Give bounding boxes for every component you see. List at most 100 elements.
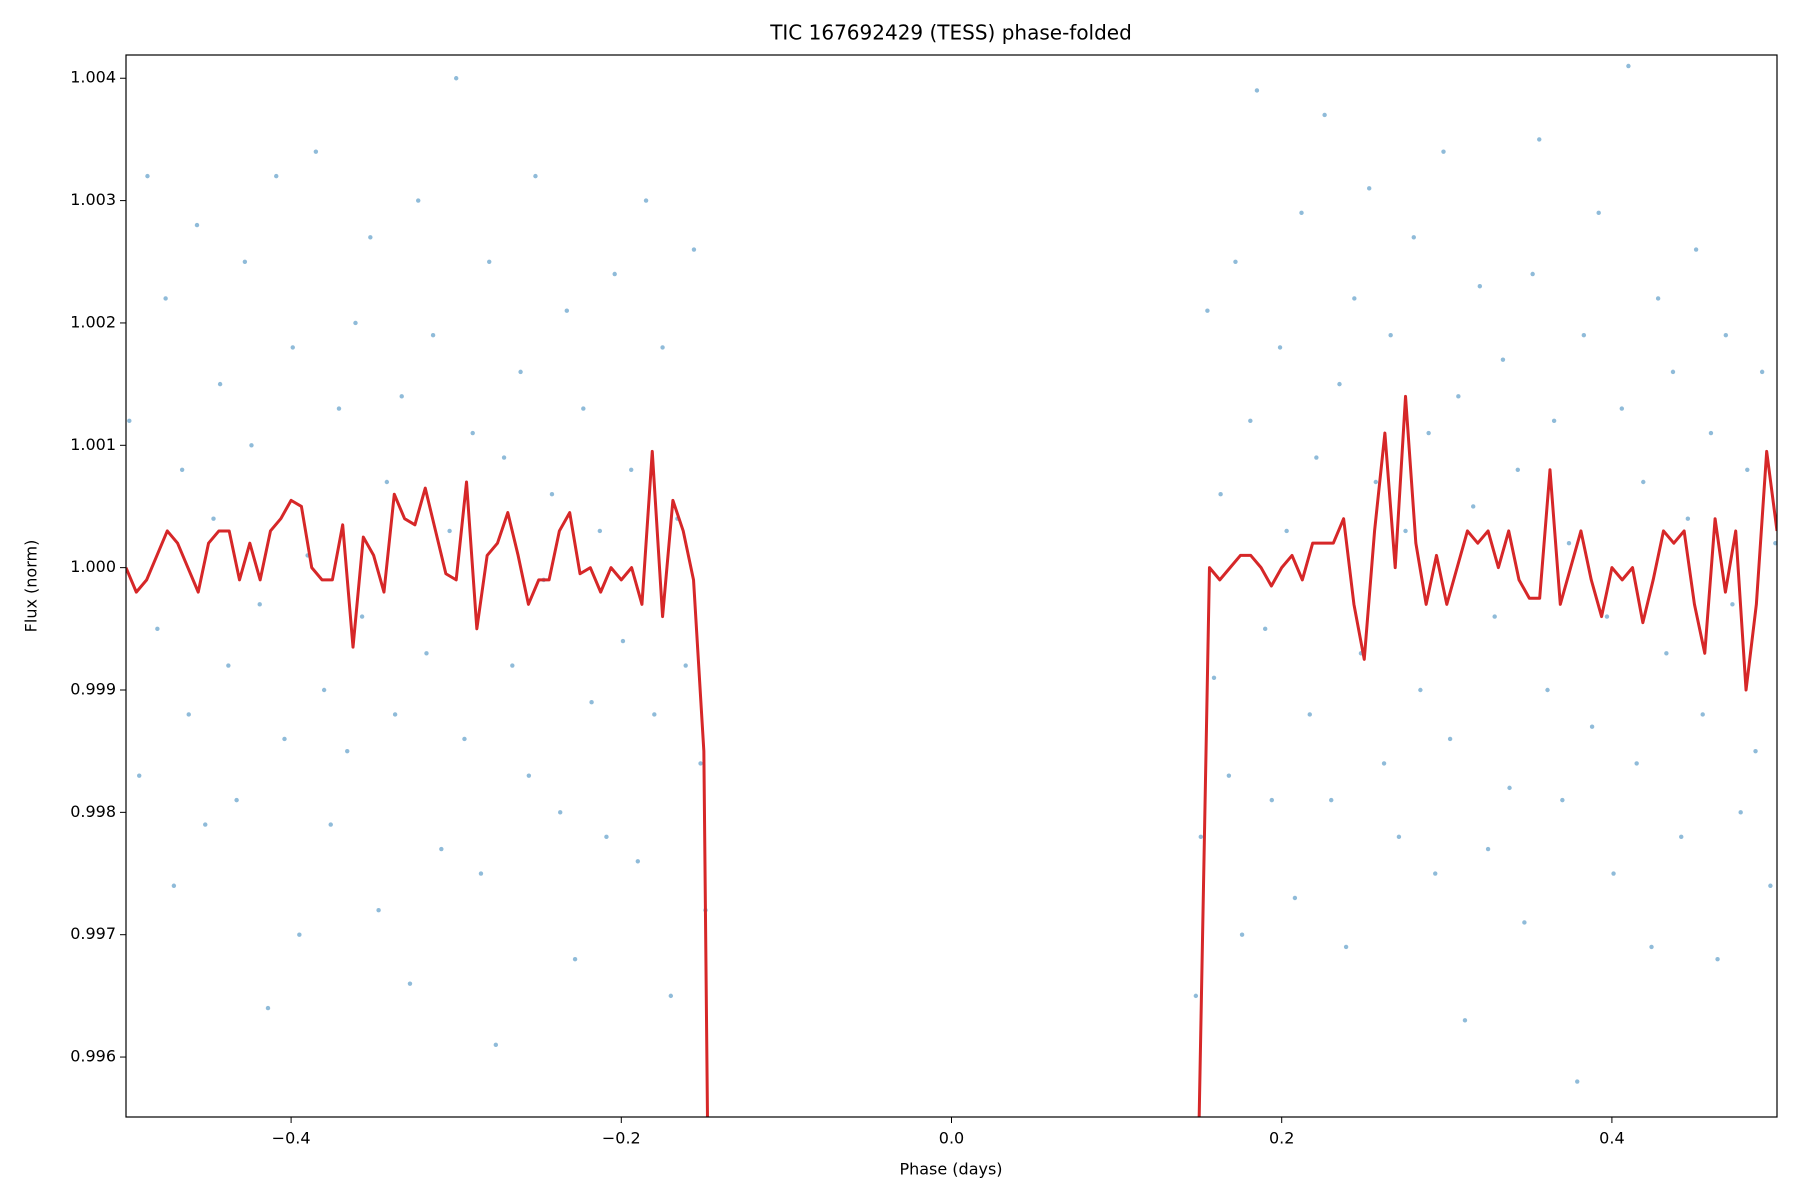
data-point — [501, 455, 507, 460]
data-point — [691, 247, 697, 252]
data-point — [297, 932, 302, 937]
chart-title: TIC 167692429 (TESS) phase-folded — [769, 21, 1132, 45]
data-point — [462, 736, 467, 742]
data-point — [1307, 712, 1312, 717]
data-point — [1596, 210, 1601, 216]
data-point — [242, 259, 248, 264]
data-point — [1462, 1018, 1468, 1023]
data-point — [282, 736, 287, 742]
data-point — [1299, 210, 1304, 216]
data-point — [416, 198, 421, 203]
data-point — [643, 198, 649, 203]
data-point — [1411, 235, 1416, 240]
data-point — [1641, 479, 1646, 485]
data-point — [660, 345, 665, 350]
x-tick-label: 0.0 — [939, 1129, 964, 1148]
data-point — [581, 406, 586, 411]
data-point — [1322, 112, 1327, 118]
data-point — [1433, 871, 1438, 876]
data-point — [478, 871, 484, 876]
data-point — [518, 369, 523, 375]
data-point — [257, 602, 262, 607]
data-point — [226, 663, 231, 668]
data-point — [1205, 308, 1210, 313]
data-point — [155, 626, 160, 632]
data-point — [1373, 479, 1379, 485]
x-tick-label: 0.4 — [1599, 1129, 1624, 1148]
y-tick-label: 1.004 — [70, 68, 116, 87]
data-point — [1211, 675, 1217, 680]
data-point — [526, 773, 532, 778]
data-point — [549, 492, 555, 497]
data-point — [163, 296, 168, 301]
data-point — [290, 345, 295, 350]
data-point — [1551, 418, 1557, 424]
data-point — [1768, 883, 1773, 888]
data-point — [447, 528, 452, 534]
data-point — [179, 467, 185, 472]
data-point — [407, 981, 413, 986]
y-axis-label: Flux (norm) — [22, 540, 41, 633]
data-point — [487, 259, 492, 264]
data-point — [345, 748, 350, 754]
data-point — [1581, 332, 1587, 338]
data-point — [1634, 761, 1639, 766]
x-tick-label: 0.2 — [1269, 1129, 1294, 1148]
data-point — [597, 528, 603, 534]
data-point — [234, 797, 239, 803]
y-tick-label: 0.997 — [70, 924, 116, 943]
data-point — [1589, 724, 1595, 729]
data-point — [1522, 920, 1527, 925]
axes-frame — [125, 54, 1778, 1118]
data-point — [137, 773, 142, 778]
binned-line — [126, 394, 1777, 1117]
data-point — [1730, 602, 1735, 607]
data-point — [399, 394, 404, 399]
data-point — [1619, 406, 1625, 411]
data-point — [1670, 369, 1676, 375]
data-point — [1477, 284, 1483, 289]
data-point — [1277, 345, 1283, 350]
data-point — [353, 320, 358, 326]
data-point — [1655, 296, 1661, 301]
data-point — [392, 712, 398, 717]
data-point — [1649, 944, 1654, 950]
data-point — [1226, 773, 1232, 778]
data-point — [424, 651, 429, 656]
data-point — [1314, 455, 1319, 460]
y-tick-label: 0.998 — [70, 802, 116, 821]
data-point — [328, 822, 333, 827]
data-point — [1738, 810, 1743, 815]
data-point — [313, 149, 319, 154]
data-point — [1381, 761, 1387, 766]
data-point — [1575, 1079, 1580, 1084]
data-point — [1329, 797, 1334, 803]
data-point — [1500, 357, 1506, 362]
data-point — [368, 235, 373, 240]
data-point — [1685, 516, 1691, 521]
data-point — [1611, 871, 1616, 876]
data-point — [145, 173, 150, 179]
data-point — [321, 687, 327, 693]
data-point — [698, 761, 703, 766]
data-point — [384, 479, 390, 485]
data-point — [1507, 785, 1512, 791]
data-point — [1447, 736, 1453, 742]
data-point — [1515, 467, 1520, 472]
data-point — [1352, 296, 1357, 301]
data-point — [127, 418, 132, 424]
data-point — [533, 173, 538, 179]
data-point — [1604, 614, 1610, 619]
y-tick-label: 1.000 — [70, 557, 116, 576]
data-point — [1248, 418, 1253, 424]
data-point — [1471, 504, 1476, 509]
data-point — [470, 430, 475, 436]
data-point — [454, 76, 459, 81]
data-point — [186, 712, 191, 717]
data-point — [1269, 797, 1274, 803]
data-point — [1441, 149, 1446, 154]
x-tick-label: −0.2 — [602, 1129, 641, 1148]
data-point — [1492, 614, 1497, 619]
